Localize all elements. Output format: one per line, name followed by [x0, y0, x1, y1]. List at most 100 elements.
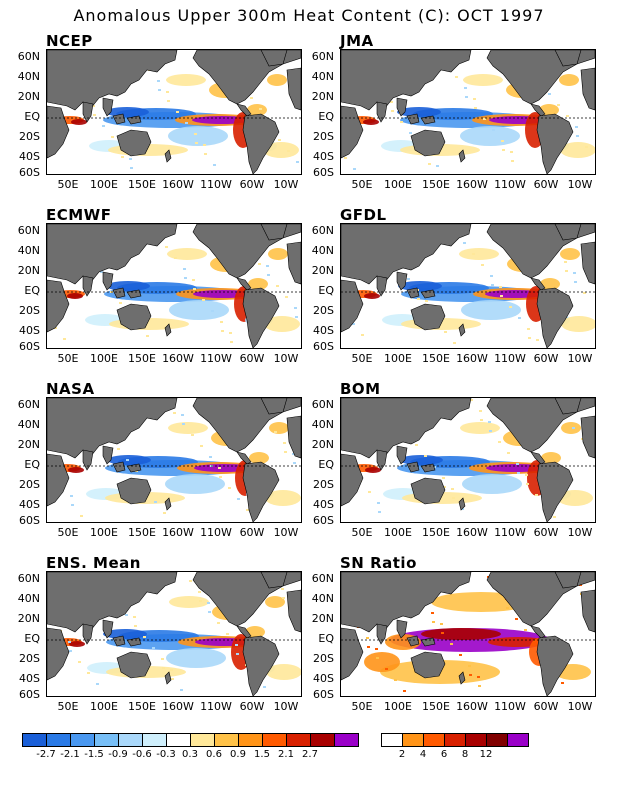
anomaly-cell [492, 129, 495, 131]
land-mass [47, 50, 178, 111]
latitude-label: 20S [19, 130, 40, 143]
anomaly-cell [176, 111, 179, 113]
anomaly-cell [483, 118, 486, 120]
land-mass [376, 623, 388, 645]
anomaly-cell [585, 146, 588, 148]
anomaly-cell [527, 328, 530, 330]
anomaly-field [364, 652, 400, 672]
anomaly-field [105, 107, 149, 117]
anomaly-cell [385, 668, 388, 670]
land-mass [536, 113, 574, 174]
land-mass [396, 97, 408, 117]
longitude-label: 50E [351, 352, 373, 365]
anomaly-cell [573, 272, 576, 274]
latitude-label: 20S [19, 652, 40, 665]
anomaly-cell [500, 295, 503, 297]
longitude-label: 160W [162, 700, 194, 713]
anomaly-cell [193, 288, 196, 290]
anomaly-field [461, 300, 521, 320]
anomaly-cell [174, 257, 177, 259]
colorbar-label: 12 [479, 749, 493, 760]
anomaly-field [459, 248, 499, 260]
latitude-label: 20S [313, 304, 334, 317]
anomaly-cell [259, 108, 262, 110]
land-mass [286, 241, 301, 285]
panel-title: NASA [46, 380, 95, 398]
anomaly-cell [424, 455, 427, 457]
anomaly-cell [278, 139, 281, 141]
anomaly-cell [502, 149, 505, 151]
map-frame [340, 571, 596, 697]
land-mass [554, 224, 582, 241]
anomaly-field [541, 452, 561, 464]
land-mass [47, 398, 178, 459]
anomaly-cell [293, 462, 296, 464]
map-frame [340, 49, 596, 175]
anomaly-cell [516, 463, 519, 465]
land-mass [126, 289, 142, 299]
longitude-label: 50E [57, 352, 79, 365]
land-mass [580, 589, 595, 633]
anomaly-cell [237, 498, 240, 500]
anomaly-field [248, 278, 268, 290]
anomaly-cell [200, 445, 203, 447]
anomaly-cell [266, 265, 269, 267]
latitude-label: 40N [17, 70, 40, 83]
anomaly-field [462, 474, 522, 494]
longitude-label: 160W [456, 178, 488, 191]
anomaly-field [166, 74, 206, 86]
longitude-label: 60W [239, 178, 265, 191]
anomaly-cell [432, 621, 435, 623]
land-mass [164, 323, 172, 337]
land-mass [242, 287, 280, 348]
anomaly-cell [453, 342, 456, 344]
anomaly-cell [489, 430, 492, 432]
anomaly-cell [220, 321, 223, 323]
anomaly-cell [564, 261, 567, 263]
land-mass [47, 105, 70, 159]
anomaly-field [559, 74, 579, 86]
anomaly-cell [498, 441, 501, 443]
anomaly-cell [161, 658, 164, 660]
map-panel: GFDL 60N 40N 20N EQ 20S 40S 60S 50E 100E 150E 160W 1… [296, 206, 596, 366]
longitude-label: 110W [494, 178, 526, 191]
colorbar-label: 1.5 [254, 749, 270, 760]
latitude-label: 60S [19, 514, 40, 527]
anomaly-cell [444, 331, 447, 333]
longitude-label: 60W [533, 178, 559, 191]
longitude-label: 160W [162, 178, 194, 191]
colorbar-label: -0.6 [132, 749, 152, 760]
anomaly-cell [524, 629, 527, 631]
land-mass [406, 287, 420, 299]
map-frame [46, 49, 302, 175]
anomaly-colorbar [22, 733, 359, 747]
latitude-label: 40S [19, 498, 40, 511]
latitude-label: 20N [17, 438, 40, 451]
longitude-label: 10W [273, 178, 299, 191]
anomaly-field [557, 490, 593, 506]
land-mass [47, 453, 70, 507]
land-mass [376, 449, 388, 471]
figure-title: Anomalous Upper 300m Heat Content (C): O… [73, 6, 545, 25]
land-mass [112, 113, 126, 125]
longitude-label: 60W [533, 352, 559, 365]
longitude-label: 150E [422, 700, 450, 713]
land-mass [420, 115, 436, 125]
colorbar-label: 8 [461, 749, 469, 760]
anomaly-cell [548, 93, 551, 95]
colorbar-swatch [287, 734, 311, 746]
latitude-label: 60N [17, 50, 40, 63]
land-mass [116, 651, 152, 679]
map-canvas [47, 50, 301, 174]
anomaly-cell [121, 156, 124, 158]
anomaly-cell [180, 689, 183, 691]
colorbar-swatch [403, 734, 424, 746]
colorbar-swatch [95, 734, 119, 746]
longitude-label: 10W [273, 700, 299, 713]
map-frame [46, 223, 302, 349]
anomaly-cell [557, 104, 560, 106]
latitude-label: 40S [19, 324, 40, 337]
anomaly-cell [181, 414, 184, 416]
land-mass [286, 67, 301, 111]
anomaly-cell [170, 669, 173, 671]
